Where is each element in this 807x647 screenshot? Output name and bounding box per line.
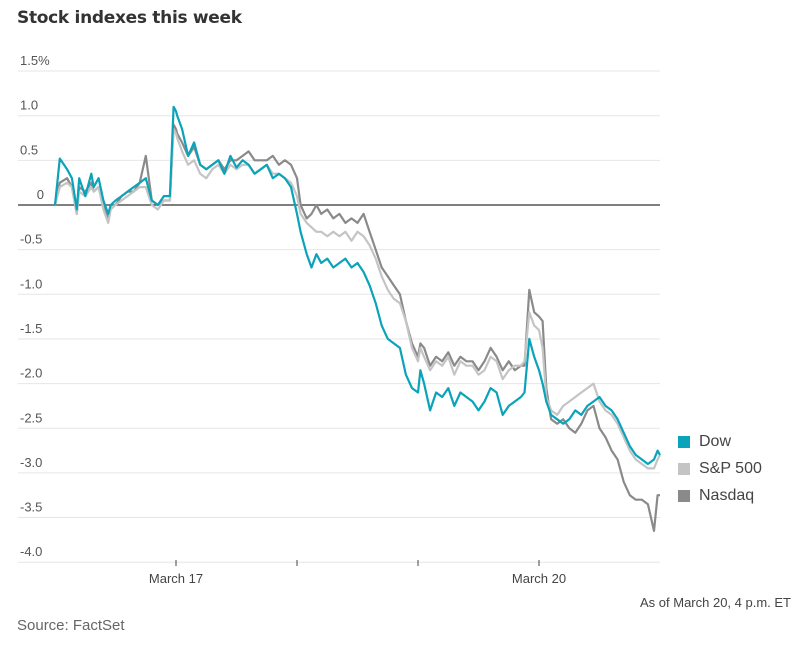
y-tick-label: 1.0: [20, 98, 38, 113]
y-tick-label: -0.5: [20, 232, 42, 247]
timestamp-annotation: As of March 20, 4 p.m. ET: [640, 595, 791, 610]
legend-swatch-nasdaq: [678, 489, 690, 502]
y-tick-label: 0: [37, 187, 44, 202]
series-line-nasdaq: [53, 123, 660, 532]
x-tick-label: March 20: [512, 571, 566, 586]
series-lines: [53, 105, 661, 532]
y-tick-label: -4.0: [20, 544, 42, 559]
y-tick-label: -1.0: [20, 276, 42, 291]
legend-item-sp500: S&P 500: [678, 455, 762, 482]
y-tick-label: -3.5: [20, 500, 42, 515]
series-line-dow: [53, 105, 661, 466]
chart-title: Stock indexes this week: [17, 8, 242, 28]
y-tick-label: 0.5: [20, 142, 38, 157]
legend-swatch-dow: [678, 435, 690, 448]
y-tick-label: -2.0: [20, 366, 42, 381]
source-note: Source: FactSet: [17, 617, 125, 634]
legend-label-nasdaq: Nasdaq: [699, 486, 755, 504]
legend-label-sp500: S&P 500: [699, 459, 762, 477]
y-tick-label: -2.5: [20, 410, 42, 425]
y-tick-label: 1.5%: [20, 53, 50, 68]
y-tick-label: -3.0: [20, 455, 42, 470]
legend-swatch-sp500: [678, 462, 690, 475]
y-tick-label: -1.5: [20, 321, 42, 336]
series-line-sp500: [53, 128, 661, 470]
legend-label-dow: Dow: [699, 432, 732, 450]
gridlines: [18, 70, 660, 563]
legend: Dow S&P 500 Nasdaq: [678, 428, 762, 509]
legend-item-nasdaq: Nasdaq: [678, 482, 762, 509]
x-axis: March 17 March 20: [149, 560, 566, 586]
y-axis-labels: 1.5% 1.0 0.5 0 -0.5 -1.0 -1.5 -2.0 -2.5 -3.0 -3.5 -…: [20, 53, 50, 559]
x-tick-label: March 17: [149, 571, 203, 586]
legend-item-dow: Dow: [678, 428, 762, 455]
